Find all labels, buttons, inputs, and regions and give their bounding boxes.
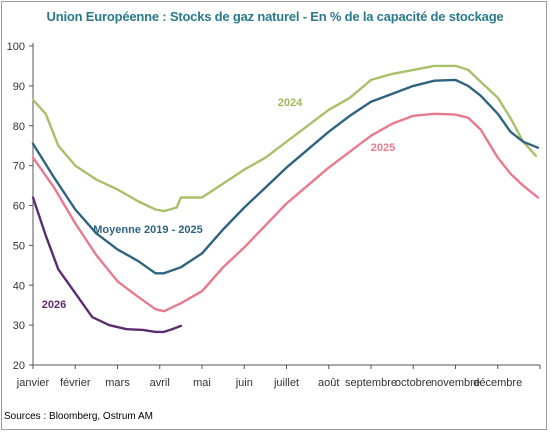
y-axis: 20 30 40 50 60 70 80 90 100 [7, 41, 34, 372]
series-label: 2026 [42, 299, 66, 311]
y-tick-label: 30 [13, 320, 25, 332]
series-line-2024 [31, 64, 537, 213]
y-tick-label: 100 [7, 41, 25, 53]
x-tick-label: juillet [273, 377, 299, 389]
series-line-2026 [31, 196, 183, 334]
x-tick-label: juin [235, 377, 253, 389]
y-tick-label: 20 [13, 360, 25, 372]
series-lines [31, 64, 540, 334]
y-tick-label: 80 [13, 121, 25, 133]
x-tick-label: octobre [395, 377, 432, 389]
y-tick-label: 50 [13, 240, 25, 252]
x-tick-label: novembre [431, 377, 480, 389]
x-tick-label: janvier [16, 377, 50, 389]
x-tick-label: avril [150, 377, 170, 389]
series-line-moyenne-2019-2025 [31, 78, 540, 275]
x-tick-label: mai [193, 377, 211, 389]
x-tick-label: septembre [345, 377, 397, 389]
y-tick-label: 60 [13, 201, 25, 213]
x-tick-label: mars [105, 377, 130, 389]
series-label: Moyenne 2019 - 2025 [93, 224, 202, 236]
chart-title: Union Européenne : Stocks de gaz naturel… [46, 9, 504, 24]
x-axis: janvier février mars avril mai juin juillet aoû… [16, 364, 541, 389]
x-tick-label: février [60, 377, 91, 389]
series-line-2025 [31, 112, 540, 313]
y-tick-label: 70 [13, 161, 25, 173]
y-tick-label: 90 [13, 81, 25, 93]
series-labels: 2024 Moyenne 2019 - 2025 2025 2026 [42, 97, 395, 311]
chart-source: Sources : Bloomberg, Ostrum AM [4, 411, 153, 422]
series-label: 2024 [278, 97, 303, 109]
y-tick-label: 40 [13, 280, 25, 292]
x-tick-label: août [318, 377, 339, 389]
x-tick-label: décembre [473, 377, 522, 389]
series-label: 2025 [371, 142, 395, 154]
